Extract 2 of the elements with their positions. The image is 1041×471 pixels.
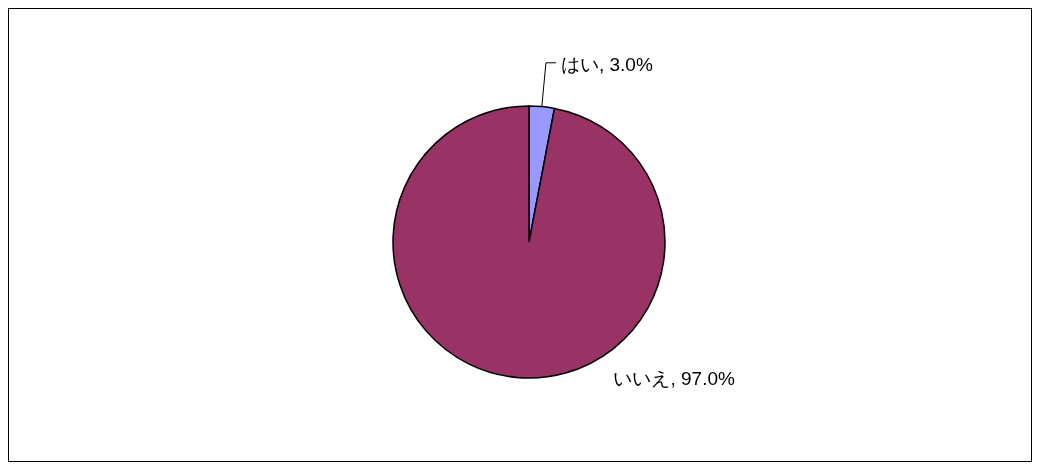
slice-label: いいえ, 97.0% — [613, 368, 736, 390]
slice-label: はい, 3.0% — [560, 54, 653, 76]
